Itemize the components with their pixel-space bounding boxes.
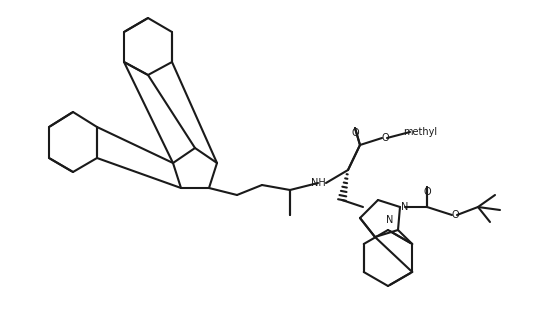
Text: O: O [351, 128, 359, 138]
Text: NH: NH [311, 178, 325, 188]
Text: N: N [386, 215, 393, 225]
Text: O: O [423, 187, 431, 197]
Text: O: O [451, 210, 459, 220]
Text: N: N [401, 202, 408, 212]
Text: O: O [381, 133, 389, 143]
Text: methyl: methyl [403, 127, 437, 137]
